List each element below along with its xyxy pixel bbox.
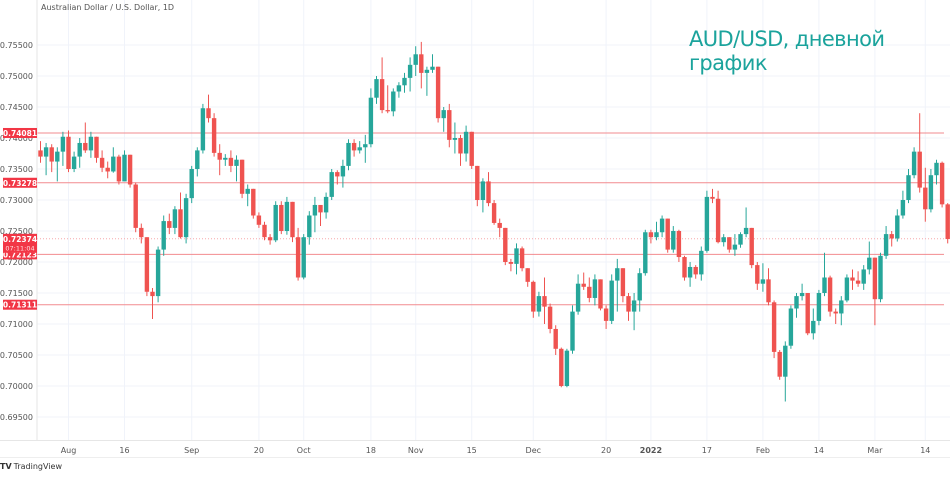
svg-text:0.72123: 0.72123 [3,250,37,259]
price-tick-label: 0.75500 [0,41,33,50]
price-tick-label: 0.70000 [0,382,33,391]
time-tick-label: Nov [408,446,424,455]
time-tick-label: Mar [867,446,883,455]
level-price-label [3,127,37,138]
time-tick-label: 17 [702,446,712,455]
svg-text:0.73278: 0.73278 [3,179,37,188]
time-tick-label: 18 [366,446,376,455]
chart-overlay-title: AUD/USD, дневной график [689,27,885,75]
time-tick-label: 15 [467,446,477,455]
level-price-label [3,249,37,260]
time-tick-label: Oct [297,446,311,455]
price-tick-label: 0.74000 [0,134,33,143]
price-tick-label: 0.75000 [0,72,33,81]
price-axis[interactable]: 0.75500 0.75000 0.74500 0.74000 0.73500 0.730… [0,41,33,422]
symbol-title: Australian Dollar / U.S. Dollar, 1D [41,3,175,12]
level-price-label [3,177,37,188]
price-tick-label: 0.70500 [0,351,33,360]
last-price-label [3,233,37,253]
tradingview-logo[interactable]: TV TradingView [0,462,62,471]
tradingview-logo-icon: TV [0,462,12,471]
time-tick-label: 2022 [640,446,662,455]
price-tick-label: 0.73500 [0,165,33,174]
time-tick-label: 20 [254,446,264,455]
price-tick-label: 0.72000 [0,258,33,267]
price-tick-label: 0.71500 [0,289,33,298]
time-axis[interactable]: Aug 16 Sep 20 Oct 18 Nov 15 Dec 20 2022 17 Feb 14 Mar 1… [61,446,931,455]
svg-text:0.74081: 0.74081 [3,129,37,138]
time-tick-label: Aug [61,446,77,455]
time-tick-label: 14 [920,446,930,455]
level-price-label [3,299,37,310]
price-tick-label: 0.72500 [0,227,33,236]
price-labels: 0.74081 0.73278 0.72123 0.71311 0.7237407:11… [3,127,37,310]
price-tick-label: 0.69500 [0,413,33,422]
svg-text:0.71311: 0.71311 [3,301,37,310]
time-tick-label: Feb [756,446,770,455]
time-tick-label: 20 [601,446,611,455]
bar-countdown: 07:11:04 [5,244,34,252]
time-tick-label: 16 [119,446,129,455]
tradingview-logo-text: TradingView [13,462,62,471]
svg-text:0.72374: 0.72374 [3,235,37,244]
time-tick-label: 14 [814,446,824,455]
price-tick-label: 0.73000 [0,196,33,205]
time-tick-label: Dec [526,446,541,455]
grid [37,0,950,440]
candles [38,41,950,402]
price-tick-label: 0.71000 [0,320,33,329]
time-tick-label: Sep [184,446,199,455]
price-tick-label: 0.74500 [0,103,33,112]
